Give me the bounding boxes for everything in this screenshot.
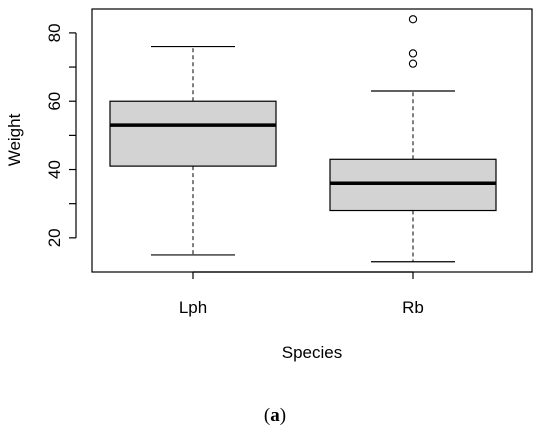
box-rb <box>329 15 497 263</box>
box-lph <box>109 45 277 256</box>
boxplot-chart: 20 40 60 80 Lph Rb Weight Species <box>5 8 533 362</box>
y-axis: 20 40 60 80 <box>45 23 77 247</box>
outlier-point-rb-0 <box>408 59 418 68</box>
outlier-point-rb-2 <box>408 15 418 24</box>
x-axis-title: Species <box>282 343 342 362</box>
caption-open-paren: ( <box>263 405 271 426</box>
y-axis-title: Weight <box>5 113 24 166</box>
caption-letter: a <box>270 405 280 426</box>
outlier-point-rb-1 <box>408 49 418 58</box>
y-tick-label-40: 40 <box>45 160 64 179</box>
y-tick-label-60: 60 <box>45 92 64 111</box>
x-tick-label-lph: Lph <box>179 298 207 317</box>
figure-caption: (a) <box>0 405 550 427</box>
boxes <box>109 15 497 263</box>
x-axis: Lph Rb <box>179 271 424 317</box>
caption-close-paren: ) <box>279 405 287 426</box>
iqr-box-lph <box>109 100 277 167</box>
y-tick-label-20: 20 <box>45 228 64 247</box>
x-tick-label-rb: Rb <box>402 298 424 317</box>
y-tick-label-80: 80 <box>45 23 64 42</box>
